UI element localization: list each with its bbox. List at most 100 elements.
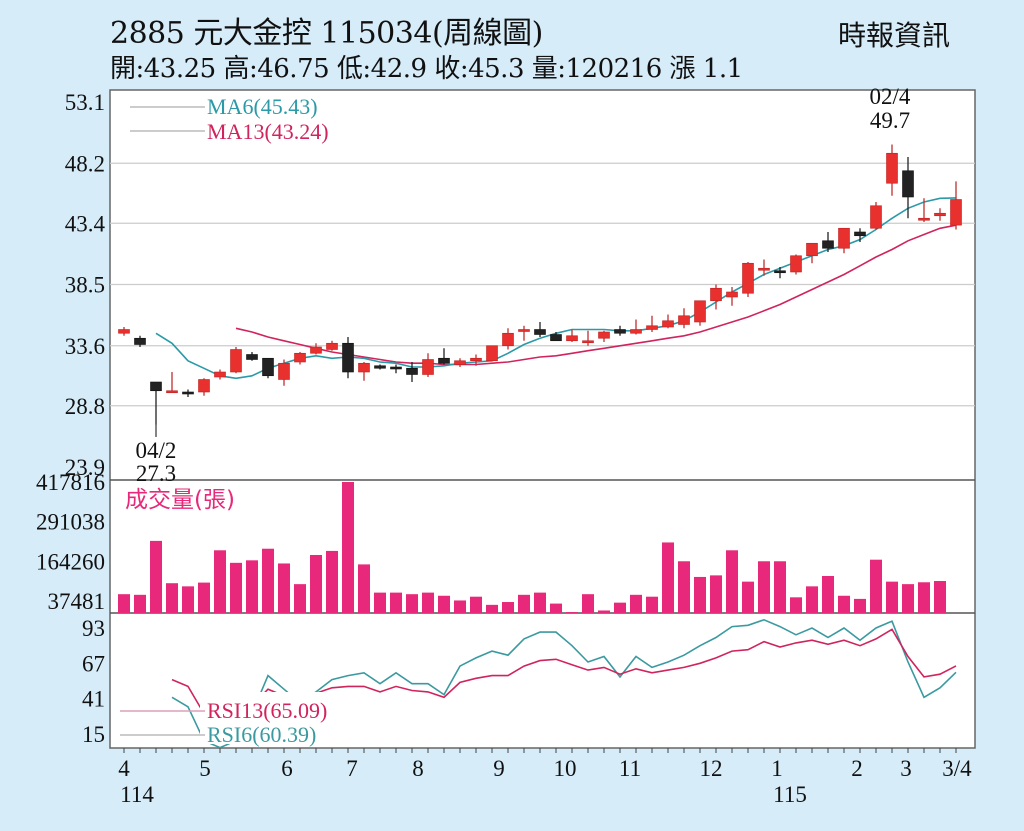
candle xyxy=(118,327,130,336)
year-label: 114 xyxy=(120,782,154,807)
rsi-tick: 93 xyxy=(82,616,105,641)
volume-title: 成交量(張) xyxy=(125,487,235,513)
candle xyxy=(854,228,866,242)
volume-bar xyxy=(390,592,402,613)
candle xyxy=(838,227,850,254)
candle xyxy=(934,208,946,221)
low-value: 27.3 xyxy=(136,461,176,486)
volume-bar xyxy=(790,597,802,613)
candle xyxy=(230,347,242,374)
x-tick: 6 xyxy=(281,756,293,781)
volume-bar xyxy=(934,581,946,613)
volume-bar xyxy=(678,561,690,613)
candle xyxy=(198,378,210,396)
candle xyxy=(598,330,610,342)
price-tick: 28.8 xyxy=(65,394,105,419)
candle xyxy=(438,348,450,365)
volume-bar xyxy=(822,576,834,613)
volume-bar xyxy=(550,603,562,613)
volume-bar xyxy=(870,559,882,613)
volume-bar xyxy=(902,584,914,613)
volume-tick: 37481 xyxy=(48,589,106,614)
x-tick: 10 xyxy=(554,756,577,781)
price-tick: 43.4 xyxy=(65,211,106,236)
price-tick: 38.5 xyxy=(65,273,105,298)
volume-bar xyxy=(230,562,242,613)
candle xyxy=(182,389,194,397)
candle xyxy=(518,325,530,341)
candle xyxy=(150,381,162,425)
x-tick: 11 xyxy=(619,756,641,781)
candle xyxy=(742,262,754,297)
candle xyxy=(486,345,498,362)
volume-bar xyxy=(486,604,498,613)
x-tick: 8 xyxy=(412,756,424,781)
price-tick: 53.1 xyxy=(65,90,105,115)
high-date: 02/4 xyxy=(870,84,911,109)
x-tick: 9 xyxy=(493,756,505,781)
volume-bar xyxy=(214,550,226,613)
candle xyxy=(550,332,562,342)
source-label: 時報資訊 xyxy=(838,19,951,52)
candle xyxy=(374,364,386,370)
low-date: 04/2 xyxy=(136,438,177,463)
price-tick: 48.2 xyxy=(65,151,105,176)
volume-bar xyxy=(646,596,658,613)
price-tick: 33.6 xyxy=(65,334,105,359)
ma13-legend: MA13(43.24) xyxy=(207,119,329,144)
candle xyxy=(342,337,354,379)
volume-bar xyxy=(454,600,466,613)
candle xyxy=(806,242,818,264)
volume-bar xyxy=(358,564,370,613)
volume-bar xyxy=(710,575,722,613)
volume-bar xyxy=(118,594,130,613)
candle xyxy=(262,357,274,379)
volume-bar xyxy=(262,548,274,613)
candle xyxy=(502,328,514,350)
candle xyxy=(246,352,258,361)
x-tick: 5 xyxy=(199,756,211,781)
candle xyxy=(902,157,914,219)
volume-bar xyxy=(278,563,290,613)
rsi-tick: 15 xyxy=(82,722,105,747)
volume-bar xyxy=(598,610,610,613)
rsi-tick: 67 xyxy=(82,651,105,676)
x-tick: 3/4 xyxy=(942,756,972,781)
candle xyxy=(678,308,690,329)
volume-bar xyxy=(758,561,770,613)
rsi-tick: 41 xyxy=(82,687,105,712)
chart-title: 2885 元大金控 115034(周線圖) xyxy=(110,16,543,51)
candle xyxy=(310,343,322,355)
year-label: 115 xyxy=(773,782,807,807)
candle xyxy=(134,335,146,347)
candle xyxy=(630,319,642,335)
x-tick: 12 xyxy=(700,756,723,781)
candle xyxy=(454,358,466,367)
volume-bar xyxy=(886,581,898,613)
volume-bar xyxy=(742,581,754,613)
rsi13-legend: RSI13(65.09) xyxy=(207,698,327,723)
volume-bar xyxy=(150,540,162,613)
plot-frame xyxy=(109,89,976,749)
volume-bar xyxy=(166,583,178,613)
volume-tick: 291038 xyxy=(36,510,105,535)
candle xyxy=(358,362,370,381)
volume-bar xyxy=(774,561,786,613)
volume-tick: 164260 xyxy=(36,549,105,574)
volume-bar xyxy=(694,576,706,613)
volume-bar xyxy=(518,594,530,613)
candle xyxy=(758,259,770,276)
volume-bar xyxy=(566,612,578,613)
price-tick: 23.9 xyxy=(65,455,105,480)
candle xyxy=(774,267,786,279)
candle xyxy=(918,198,930,222)
x-tick: 3 xyxy=(900,756,912,781)
volume-bar xyxy=(806,586,818,613)
candle xyxy=(694,300,706,326)
volume-bar xyxy=(438,595,450,613)
candle xyxy=(822,232,834,252)
x-tick: 4 xyxy=(118,756,130,781)
candle xyxy=(390,364,402,374)
candle xyxy=(790,254,802,275)
